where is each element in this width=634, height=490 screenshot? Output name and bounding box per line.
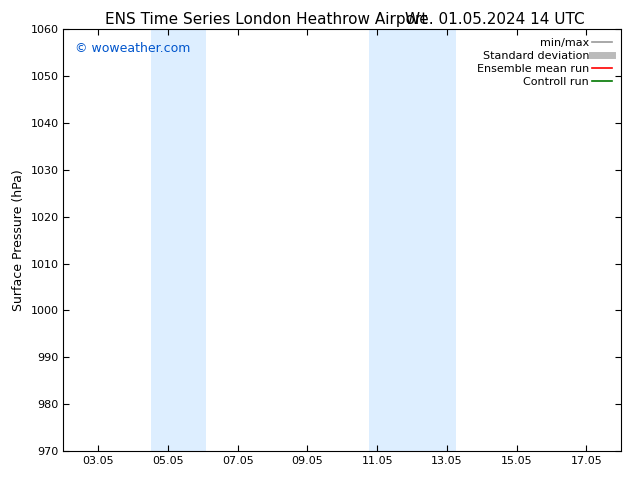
Text: ENS Time Series London Heathrow Airport: ENS Time Series London Heathrow Airport — [105, 12, 427, 27]
Text: © woweather.com: © woweather.com — [75, 42, 190, 55]
Bar — [150, 29, 206, 451]
Bar — [368, 29, 456, 451]
Text: We. 01.05.2024 14 UTC: We. 01.05.2024 14 UTC — [404, 12, 585, 27]
Legend: min/max, Standard deviation, Ensemble mean run, Controll run: min/max, Standard deviation, Ensemble me… — [474, 35, 616, 90]
Y-axis label: Surface Pressure (hPa): Surface Pressure (hPa) — [12, 169, 25, 311]
